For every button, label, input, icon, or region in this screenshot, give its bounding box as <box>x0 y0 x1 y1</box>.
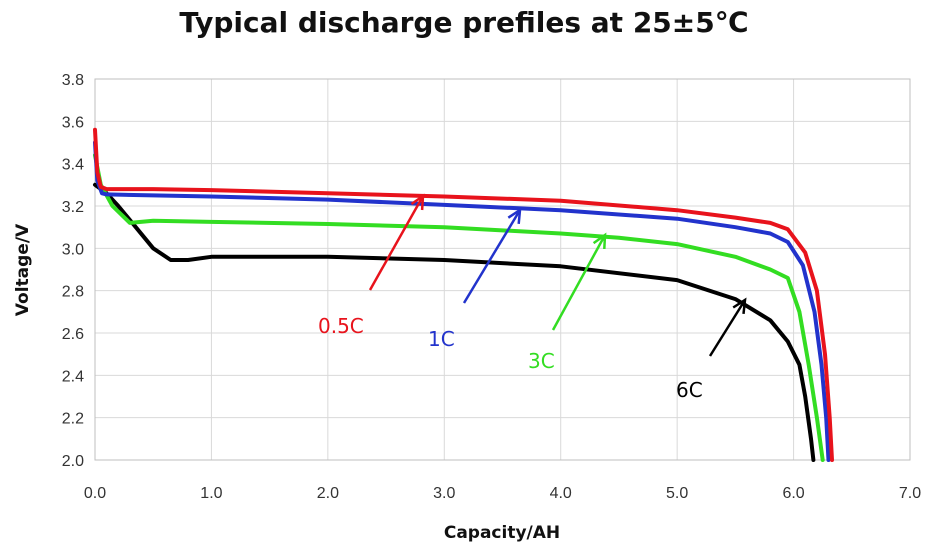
x-tick-label: 0.0 <box>84 485 106 502</box>
annotation-arrowhead <box>410 193 425 211</box>
annotation-arrow <box>551 234 607 331</box>
y-tick-label: 3.8 <box>62 72 84 89</box>
series-line-3C <box>93 153 825 462</box>
x-tick-labels: 0.0 1.0 2.0 3.0 4.0 5.0 6.0 7.0 <box>84 485 921 502</box>
y-tick-label: 2.4 <box>62 368 84 385</box>
y-tick-label: 3.2 <box>62 199 84 216</box>
y-tick-label: 3.0 <box>62 241 84 258</box>
annotation-label: 0.5C <box>318 314 364 338</box>
y-tick-label: 2.8 <box>62 284 84 301</box>
x-tick-label: 2.0 <box>317 485 339 502</box>
annotation-label: 3C <box>528 349 555 373</box>
annotation-label: 1C <box>428 327 455 351</box>
plot-area-border <box>94 78 911 461</box>
y-tick-labels: 2.0 2.2 2.4 2.6 2.8 3.0 3.2 3.4 3.6 3.8 <box>62 72 84 470</box>
annotation-arrowhead <box>507 207 522 225</box>
x-tick-label: 6.0 <box>782 485 804 502</box>
series-line-05C <box>93 127 834 462</box>
annotation-label: 6C <box>676 378 703 402</box>
annotation-arrow <box>708 299 747 357</box>
y-tick-label: 2.6 <box>62 326 84 343</box>
annotation-arrowhead <box>592 232 607 250</box>
x-tick-label: 5.0 <box>666 485 688 502</box>
y-axis-title: Voltage/V <box>13 223 33 316</box>
grid-lines <box>94 78 911 461</box>
annotation-arrowhead <box>732 297 747 315</box>
x-tick-label: 7.0 <box>899 485 921 502</box>
y-tick-label: 2.0 <box>62 453 84 470</box>
x-tick-label: 4.0 <box>550 485 572 502</box>
chart-title: Typical discharge prefiles at 25±5℃ <box>179 6 749 39</box>
series-annotations: 0.5C 1C 3C 6C <box>318 193 747 402</box>
y-tick-label: 2.2 <box>62 411 84 428</box>
series-line-6C <box>93 182 816 462</box>
x-tick-label: 3.0 <box>433 485 455 502</box>
annotation-arrow <box>462 209 522 304</box>
series-line-1C <box>93 140 831 462</box>
x-axis-title: Capacity/AH <box>444 523 560 543</box>
x-tick-label: 1.0 <box>200 485 222 502</box>
annotation-arrow <box>368 195 425 291</box>
y-tick-label: 3.4 <box>62 157 84 174</box>
series-lines <box>93 127 834 462</box>
y-tick-label: 3.6 <box>62 114 84 131</box>
